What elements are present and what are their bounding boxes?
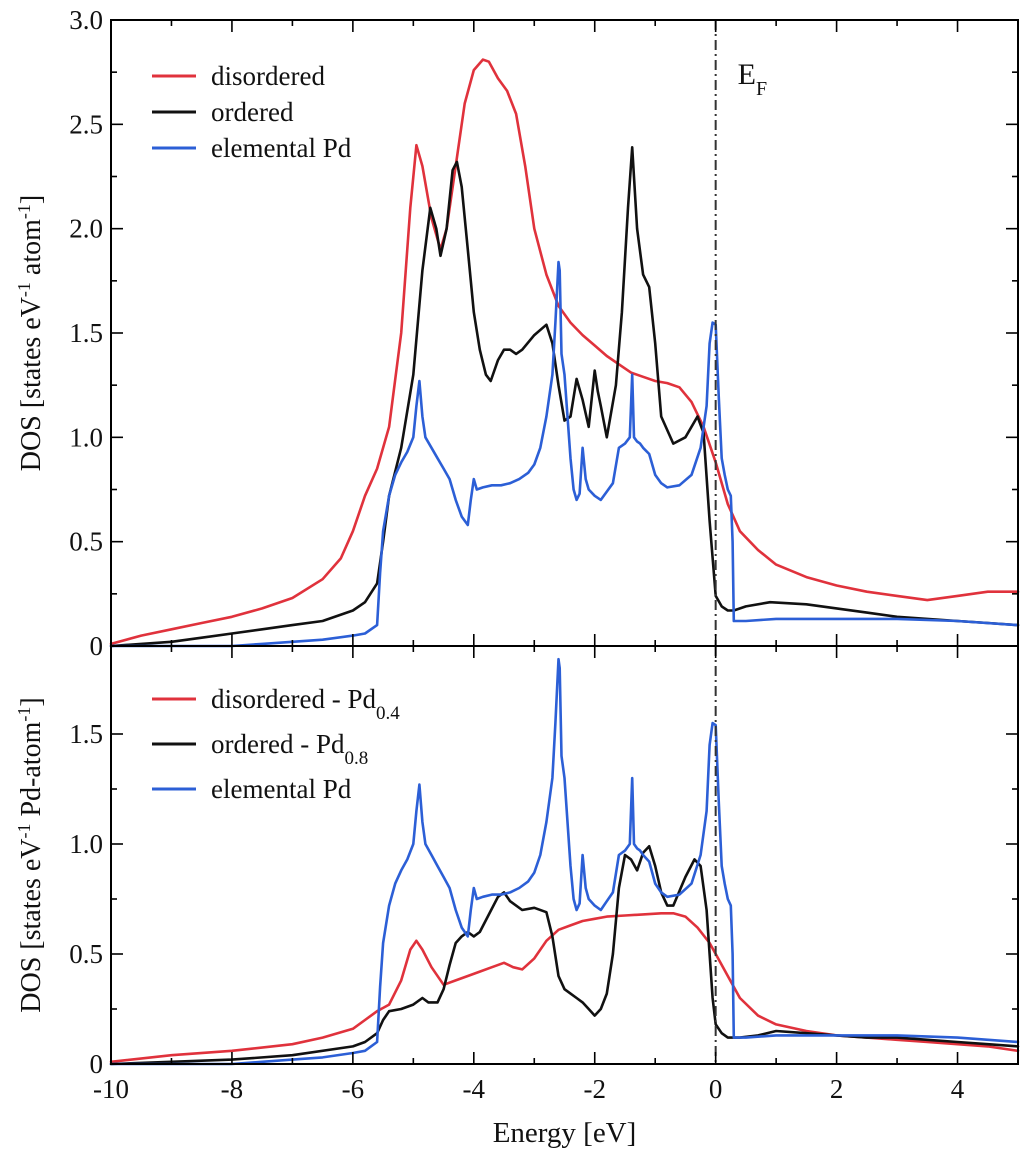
legend-label: ordered — [211, 97, 294, 127]
top-panel: 0 0.5 1.0 1.5 2.0 2.5 3.0 DOS [states eV-1 ato… — [14, 5, 1020, 661]
top-y-axis-label: DOS [states eV-1 atom-1] — [14, 195, 47, 472]
top-series-ordered — [109, 146, 1020, 648]
y-tick-label: 0 — [90, 631, 104, 661]
bottom-series-group — [109, 657, 1020, 1066]
y-tick-label: 2.5 — [69, 109, 103, 139]
legend-label: elemental Pd — [211, 774, 352, 804]
legend-label: ordered - Pd0.8 — [211, 729, 368, 769]
fermi-label: EF — [738, 58, 767, 100]
x-tick-label: -10 — [93, 1074, 129, 1104]
x-tick-label: -4 — [463, 1074, 486, 1104]
y-tick-label: 1.0 — [69, 829, 103, 859]
y-tick-label: 0 — [90, 1049, 104, 1079]
bottom-x-ticks: -10 -8 -6 -4 -2 0 2 4 — [93, 646, 1019, 1104]
top-legend: disordered ordered elemental Pd — [152, 61, 352, 163]
bottom-legend: disordered - Pd0.4 ordered - Pd0.8 element… — [152, 684, 400, 804]
top-y-ticks: 0 0.5 1.0 1.5 2.0 2.5 3.0 — [69, 5, 1018, 661]
y-tick-label: 0.5 — [69, 939, 103, 969]
bottom-panel: 0 0.5 1.0 1.5 -10 -8 -6 -4 -2 0 2 4 DOS [states eV… — [14, 645, 1020, 1149]
top-series-disordered — [109, 58, 1020, 646]
top-series-elemental-pd — [109, 260, 1020, 648]
x-tick-label: -2 — [583, 1074, 606, 1104]
x-tick-label: -6 — [342, 1074, 365, 1104]
bottom-series-elemental-pd — [109, 657, 1020, 1066]
y-tick-label: 1.5 — [69, 318, 103, 348]
bottom-series-disordered-pd0-4 — [109, 912, 1020, 1064]
top-series-group — [109, 58, 1020, 648]
bottom-y-axis-label: DOS [states eV-1 Pd-atom-1] — [14, 697, 47, 1012]
bottom-y-ticks: 0 0.5 1.0 1.5 — [69, 719, 1018, 1079]
x-tick-label: 0 — [709, 1074, 723, 1104]
y-tick-label: 3.0 — [69, 5, 103, 35]
x-tick-label: -8 — [221, 1074, 244, 1104]
y-tick-label: 2.0 — [69, 214, 103, 244]
x-axis-label: Energy [eV] — [493, 1117, 637, 1149]
x-tick-label: 2 — [830, 1074, 844, 1104]
y-tick-label: 0.5 — [69, 527, 103, 557]
legend-label: elemental Pd — [211, 133, 352, 163]
bottom-series-ordered-pd0-8 — [109, 844, 1020, 1066]
legend-label: disordered — [211, 61, 325, 91]
legend-label: disordered - Pd0.4 — [211, 684, 400, 724]
y-tick-label: 1.0 — [69, 422, 103, 452]
x-tick-label: 4 — [951, 1074, 965, 1104]
bottom-plot-frame — [110, 645, 1019, 1065]
y-tick-label: 1.5 — [69, 719, 103, 749]
